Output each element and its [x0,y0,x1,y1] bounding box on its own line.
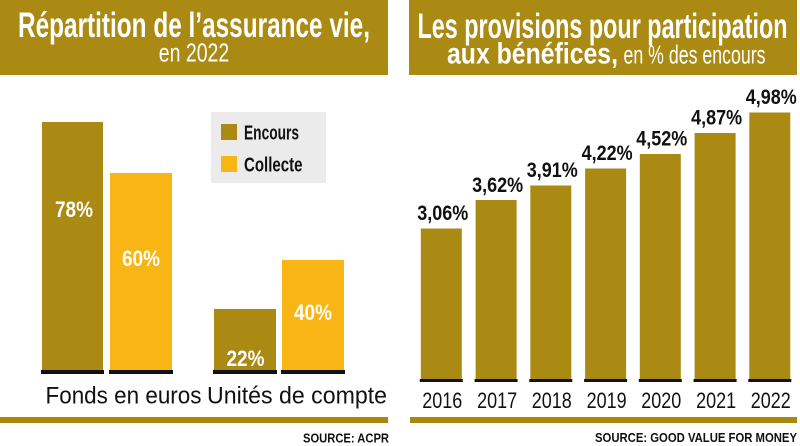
svg-text:Répartition de l’assurance vie: Répartition de l’assurance vie, [18,6,370,45]
svg-text:4,98%: 4,98% [746,86,797,109]
svg-text:2017: 2017 [477,388,517,413]
svg-text:40%: 40% [294,300,332,325]
svg-text:78%: 78% [55,197,93,222]
svg-text:2020: 2020 [641,388,681,413]
svg-text:3,06%: 3,06% [417,202,468,225]
svg-text:Unités de compte: Unités de compte [207,383,387,410]
svg-text:Collecte: Collecte [244,154,303,177]
svg-text:60%: 60% [122,246,160,271]
svg-text:2019: 2019 [587,388,627,413]
svg-text:4,22%: 4,22% [582,142,633,165]
svg-text:2022: 2022 [751,388,791,413]
svg-text:22%: 22% [227,346,265,371]
svg-text:Encours: Encours [244,122,299,145]
svg-text:en 2022: en 2022 [159,38,230,68]
svg-text:Les provisions pour participat: Les provisions pour participation [418,7,788,46]
svg-text:2021: 2021 [696,388,736,413]
svg-text:aux bénéfices,: aux bénéfices, [447,38,618,71]
svg-text:3,91%: 3,91% [527,159,578,182]
svg-text:2016: 2016 [422,388,462,413]
svg-text:en % des encours: en % des encours [624,40,766,70]
svg-text:4,52%: 4,52% [636,128,687,151]
svg-text:4,87%: 4,87% [691,107,742,130]
svg-text:SOURCE: GOOD VALUE FOR MONEY: SOURCE: GOOD VALUE FOR MONEY [595,431,798,445]
svg-text:Fonds en euros: Fonds en euros [46,383,202,410]
svg-text:2018: 2018 [532,388,572,413]
svg-text:SOURCE: ACPR: SOURCE: ACPR [303,432,389,446]
svg-text:3,62%: 3,62% [472,174,523,197]
